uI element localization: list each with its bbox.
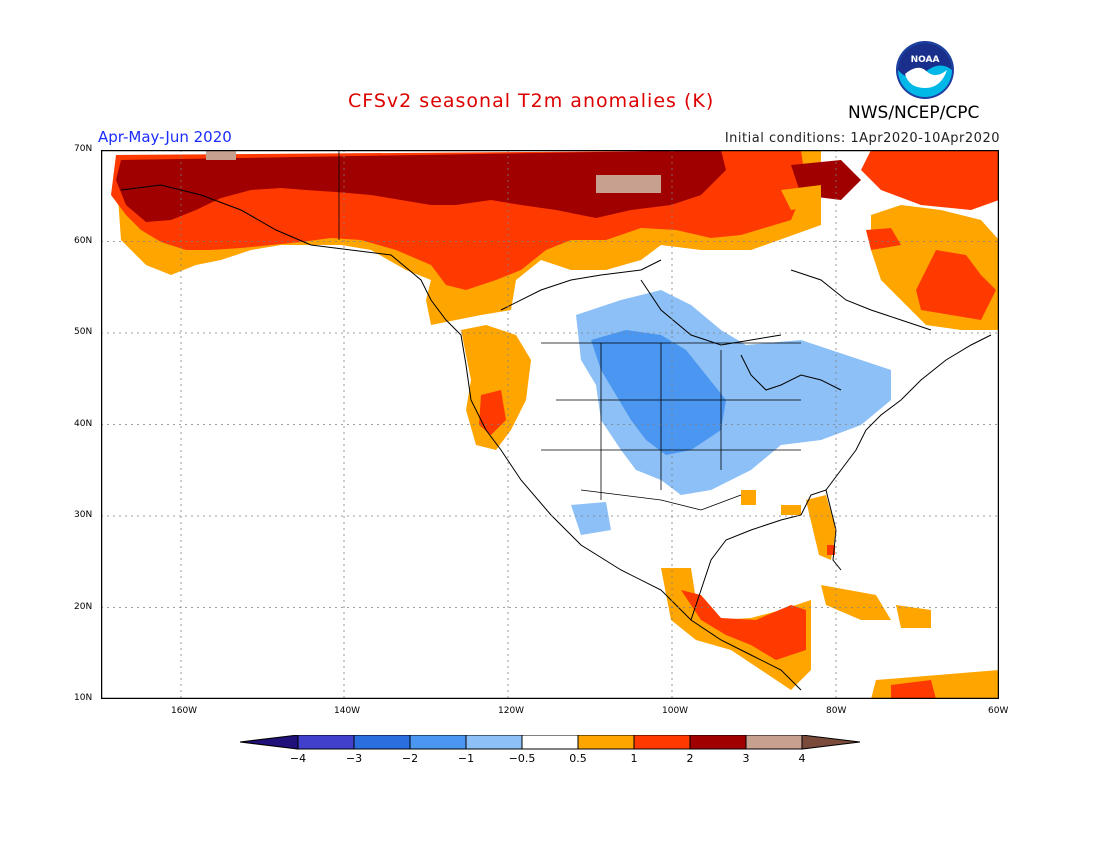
- colorbar-box: [745, 735, 803, 750]
- colorbar-box: [409, 735, 467, 750]
- noaa-logo-icon: NOAA: [896, 41, 954, 99]
- season-label: Apr-May-Jun 2020: [98, 128, 232, 146]
- colorbar-tick-label: 2: [686, 752, 694, 765]
- extreme-patch-1: [206, 150, 236, 160]
- colorbar: [240, 735, 860, 750]
- colorbar-tick-label: 1: [630, 752, 638, 765]
- extreme-patch-2: [596, 175, 661, 193]
- colorbar-box: [353, 735, 411, 750]
- lat-label-70n: 70N: [74, 144, 93, 154]
- lat-label-10n: 10N: [74, 693, 93, 703]
- political-borders: [338, 150, 801, 511]
- map-frame: [101, 150, 999, 699]
- lat-label-40n: 40N: [74, 419, 93, 429]
- lon-label-60w: 60W: [988, 706, 1009, 716]
- warm-gulf-patch: [781, 505, 801, 515]
- lat-label-50n: 50N: [74, 327, 93, 337]
- agency-label: NWS/NCEP/CPC: [848, 103, 980, 123]
- colorbar-box: [521, 735, 579, 750]
- colorbar-tick-label: −2: [401, 752, 419, 765]
- graticule: [101, 150, 999, 699]
- lat-label-30n: 30N: [74, 510, 93, 520]
- colorbar-tick-label: −0.5: [508, 752, 536, 765]
- lon-label-120w: 120W: [498, 706, 525, 716]
- colorbar-tick-label: 3: [742, 752, 750, 765]
- map-title: CFSv2 seasonal T2m anomalies (K): [348, 90, 715, 112]
- colorbar-tick-label: −1: [457, 752, 475, 765]
- initial-conditions-label: Initial conditions: 1Apr2020-10Apr2020: [724, 131, 1000, 146]
- lon-label-160w: 160W: [171, 706, 198, 716]
- logo-text: NOAA: [911, 55, 940, 65]
- coastlines: [120, 184, 992, 691]
- anomaly-fields: [111, 150, 999, 699]
- warm-us-west-coast: [461, 325, 531, 450]
- hot-greenland-edge: [861, 150, 999, 210]
- lat-label-20n: 20N: [74, 602, 93, 612]
- lon-label-80w: 80W: [826, 706, 847, 716]
- colorbar-box: [577, 735, 635, 750]
- lon-label-140w: 140W: [334, 706, 361, 716]
- colorbar-tick-label: −3: [345, 752, 363, 765]
- lon-label-100w: 100W: [662, 706, 689, 716]
- colorbar-tick-label: 0.5: [569, 752, 587, 765]
- lat-label-60n: 60N: [74, 236, 93, 246]
- colorbar-tick-label: 4: [798, 752, 806, 765]
- colorbar-arrow-low: [240, 735, 299, 750]
- very-hot-band-north: [116, 150, 726, 222]
- hot-florida-tip: [827, 545, 835, 555]
- hot-south-caribbean: [891, 680, 936, 699]
- colorbar-box: [465, 735, 523, 750]
- colorbar-box: [297, 735, 355, 750]
- cool-core: [591, 330, 726, 455]
- colorbar-tick-label: −4: [289, 752, 307, 765]
- warm-florida: [806, 495, 836, 560]
- anomaly-map: [101, 150, 999, 699]
- cool-southwest-patch: [571, 502, 611, 535]
- hot-mexico: [681, 590, 806, 660]
- hot-northeast-canada: [866, 228, 996, 320]
- colorbar-box: [689, 735, 747, 750]
- hot-california: [479, 390, 506, 435]
- colorbar-box: [633, 735, 691, 750]
- warm-caribbean: [821, 585, 931, 628]
- warm-carolina: [741, 490, 756, 505]
- colorbar-arrow-high: [801, 735, 860, 750]
- warm-greenland-edge: [781, 185, 821, 210]
